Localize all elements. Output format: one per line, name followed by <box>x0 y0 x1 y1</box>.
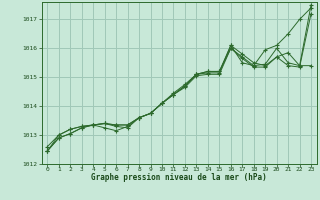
X-axis label: Graphe pression niveau de la mer (hPa): Graphe pression niveau de la mer (hPa) <box>91 173 267 182</box>
